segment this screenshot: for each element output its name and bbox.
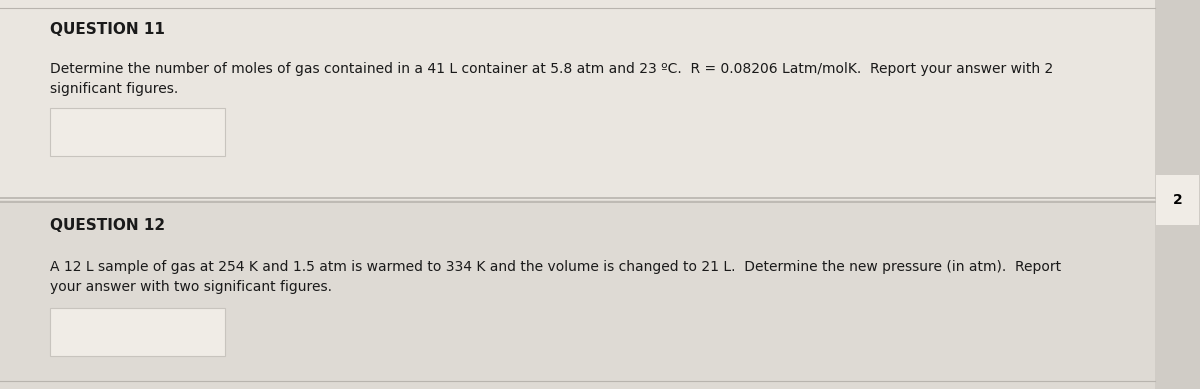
Text: QUESTION 11: QUESTION 11 [50, 22, 164, 37]
FancyBboxPatch shape [50, 108, 226, 156]
Text: significant figures.: significant figures. [50, 82, 179, 96]
Text: Determine the number of moles of gas contained in a 41 L container at 5.8 atm an: Determine the number of moles of gas con… [50, 62, 1054, 76]
FancyBboxPatch shape [1154, 0, 1200, 389]
FancyBboxPatch shape [50, 308, 226, 356]
FancyBboxPatch shape [1156, 175, 1199, 225]
Text: QUESTION 12: QUESTION 12 [50, 218, 166, 233]
FancyBboxPatch shape [0, 0, 1154, 200]
FancyBboxPatch shape [0, 200, 1154, 389]
Text: A 12 L sample of gas at 254 K and 1.5 atm is warmed to 334 K and the volume is c: A 12 L sample of gas at 254 K and 1.5 at… [50, 260, 1061, 274]
Text: your answer with two significant figures.: your answer with two significant figures… [50, 280, 332, 294]
Text: 2: 2 [1172, 193, 1182, 207]
